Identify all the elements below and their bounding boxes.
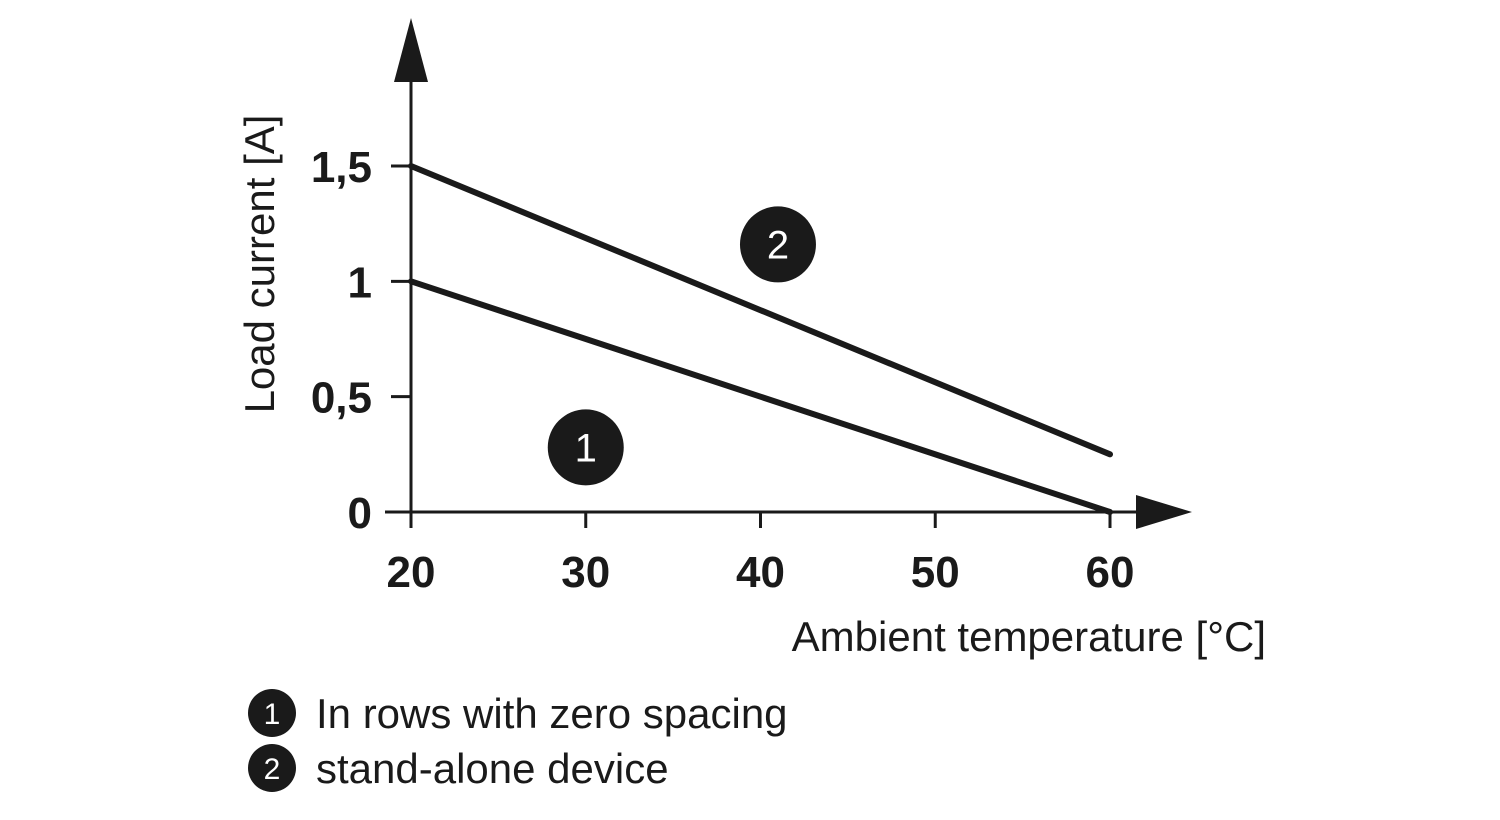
x-axis-arrow: [1136, 495, 1192, 529]
x-axis-title: Ambient temperature [°C]: [792, 613, 1266, 660]
legend-item-2: 2 stand-alone device: [248, 744, 669, 792]
x-tick-label: 20: [387, 548, 436, 597]
y-axis-arrow: [394, 18, 428, 82]
series-marker-1-number: 1: [575, 426, 597, 470]
y-tick-label: 0,5: [311, 374, 372, 423]
series-marker-2: [739, 206, 816, 283]
legend-marker-2: [248, 744, 296, 792]
legend-marker-1: [248, 689, 296, 737]
axes: [385, 18, 1192, 529]
series-line-2: [408, 163, 1113, 458]
x-tick-label: 40: [736, 548, 785, 597]
y-axis-title: Load current [A]: [236, 115, 283, 414]
legend-marker-1-number: 1: [264, 698, 281, 731]
legend: 1 In rows with zero spacing 2 stand-alon…: [248, 689, 788, 792]
series-markers: 12: [547, 206, 816, 486]
x-tick-label: 50: [911, 548, 960, 597]
series-line-1: [408, 278, 1113, 515]
y-tick-label: 0: [348, 489, 372, 538]
y-tick-label: 1,5: [311, 143, 372, 192]
series-marker-1: [547, 409, 624, 486]
legend-label-1: In rows with zero spacing: [316, 690, 788, 737]
legend-label-2: stand-alone device: [316, 745, 669, 792]
x-ticks: 20 30 40 50 60: [387, 512, 1135, 597]
x-tick-label: 30: [561, 548, 610, 597]
x-tick-label: 60: [1086, 548, 1135, 597]
y-tick-label: 1: [348, 258, 372, 307]
series-marker-2-number: 2: [767, 223, 789, 267]
legend-marker-2-number: 2: [264, 753, 281, 786]
legend-item-1: 1 In rows with zero spacing: [248, 689, 788, 737]
series-lines: [408, 163, 1113, 515]
y-ticks: 0 0,5 1 1,5: [311, 143, 411, 538]
